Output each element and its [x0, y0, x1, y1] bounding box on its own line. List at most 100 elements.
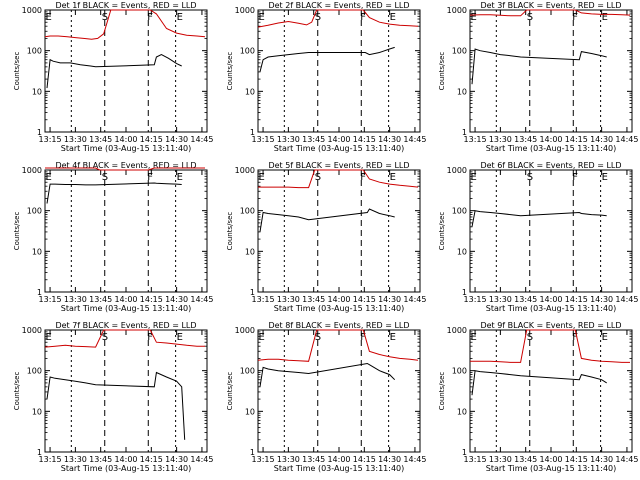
event-marker: E	[46, 172, 52, 183]
x-tick-label: 13:15	[252, 135, 275, 144]
x-tick-label: 13:30	[489, 135, 512, 144]
event-marker: E	[602, 332, 608, 343]
events-series-line	[259, 208, 395, 232]
y-tick-label: 100	[240, 367, 255, 376]
x-axis-label: Start Time (03-Aug-15 13:11:40)	[486, 304, 617, 313]
x-tick-label: 13:45	[302, 135, 325, 144]
chart-panel-6: Det 6f BLACK = Events, RED = LLD 1 10 100 10…	[438, 161, 638, 313]
chart-panel-2: Det 2f BLACK = Events, RED = LLD 1 10 100 10…	[226, 1, 426, 153]
lld-series-line	[257, 329, 419, 362]
event-marker: E	[471, 332, 477, 343]
event-marker: S	[315, 12, 321, 23]
x-tick-label: 13:15	[39, 295, 62, 304]
y-tick-label: 100	[240, 47, 255, 56]
event-marker: F	[360, 332, 366, 343]
x-tick-label: 14:00	[539, 295, 562, 304]
plot-frame	[469, 9, 633, 133]
x-tick-label: 14:00	[539, 135, 562, 144]
y-axis-label: Counts/sec	[438, 372, 446, 411]
y-tick-label: 1000	[447, 166, 467, 175]
x-tick-label: 13:30	[277, 455, 300, 464]
y-tick-label: 1000	[235, 6, 255, 15]
x-tick-label: 14:15	[353, 135, 376, 144]
chart-panel-4: Det 4f BLACK = Events, RED = LLD 1 10 100 10…	[13, 161, 213, 313]
x-axis-label: Start Time (03-Aug-15 13:11:40)	[61, 144, 192, 153]
x-tick-label: 14:00	[539, 455, 562, 464]
chart-title: Det 8f BLACK = Events, RED = LLD	[268, 321, 409, 330]
x-tick-label: 14:30	[378, 295, 401, 304]
x-tick-label: 13:15	[464, 455, 487, 464]
lld-series-line	[257, 9, 419, 28]
x-tick-label: 14:30	[378, 455, 401, 464]
y-tick-label: 1	[462, 128, 467, 137]
x-tick-label: 13:15	[252, 295, 275, 304]
y-tick-label: 1	[37, 288, 42, 297]
chart-panel-5: Det 5f BLACK = Events, RED = LLD 1 10 100 10…	[226, 161, 426, 313]
x-tick-label: 13:30	[489, 295, 512, 304]
x-tick-label: 13:30	[277, 295, 300, 304]
chart-title: Det 1f BLACK = Events, RED = LLD	[55, 1, 196, 10]
event-marker: E	[471, 172, 477, 183]
x-tick-label: 14:45	[190, 455, 213, 464]
plot-frame	[257, 9, 421, 133]
x-tick-label: 13:45	[302, 295, 325, 304]
plot-frame	[257, 329, 421, 453]
x-axis-label: Start Time (03-Aug-15 13:11:40)	[486, 464, 617, 473]
y-tick-label: 1000	[22, 326, 42, 335]
events-series-line	[259, 46, 395, 73]
x-tick-label: 14:00	[327, 135, 350, 144]
y-tick-label: 1	[250, 288, 255, 297]
y-tick-label: 1	[462, 288, 467, 297]
event-marker: F	[360, 172, 366, 183]
y-axis-label: Counts/sec	[438, 212, 446, 251]
chart-title: Det 4f BLACK = Events, RED = LLD	[55, 161, 196, 170]
event-marker: E	[177, 332, 183, 343]
y-tick-label: 100	[27, 367, 42, 376]
event-marker: S	[527, 332, 533, 343]
y-tick-label: 1000	[22, 6, 42, 15]
x-tick-label: 14:45	[403, 455, 426, 464]
x-tick-label: 14:45	[190, 135, 213, 144]
chart-title: Det 2f BLACK = Events, RED = LLD	[268, 1, 409, 10]
lld-series-line	[258, 169, 419, 189]
events-series-line	[46, 371, 186, 440]
y-axis-label: Counts/sec	[226, 372, 234, 411]
x-tick-label: 13:15	[464, 135, 487, 144]
y-axis-label: Counts/sec	[226, 212, 234, 251]
x-tick-label: 13:45	[89, 135, 112, 144]
y-tick-label: 1000	[235, 166, 255, 175]
event-marker: F	[572, 172, 578, 183]
x-axis-label: Start Time (03-Aug-15 13:11:40)	[61, 304, 192, 313]
events-series-line	[259, 362, 396, 387]
y-tick-label: 1	[37, 448, 42, 457]
lld-series-line	[44, 329, 205, 348]
event-marker: S	[102, 172, 108, 183]
event-marker: S	[527, 172, 533, 183]
x-tick-label: 14:00	[327, 295, 350, 304]
event-marker: E	[471, 12, 477, 23]
events-series-line	[471, 48, 607, 85]
y-tick-label: 10	[457, 247, 467, 256]
event-marker: F	[147, 12, 153, 23]
event-marker: F	[572, 12, 578, 23]
x-tick-label: 14:15	[353, 295, 376, 304]
y-tick-label: 100	[27, 47, 42, 56]
x-tick-label: 14:00	[114, 455, 137, 464]
x-tick-label: 13:30	[64, 135, 87, 144]
x-tick-label: 14:45	[615, 295, 638, 304]
event-marker: F	[147, 332, 153, 343]
y-tick-label: 10	[32, 247, 42, 256]
event-marker: S	[527, 12, 533, 23]
chart-panel-9: Det 9f BLACK = Events, RED = LLD 1 10 100 10…	[438, 321, 638, 473]
event-marker: S	[315, 332, 321, 343]
y-axis-label: Counts/sec	[13, 52, 21, 91]
event-marker: S	[315, 172, 321, 183]
event-marker: E	[259, 172, 265, 183]
chart-panel-7: Det 7f BLACK = Events, RED = LLD 1 10 100 10…	[13, 321, 213, 473]
x-tick-label: 14:15	[353, 455, 376, 464]
event-marker: E	[177, 12, 183, 23]
y-tick-label: 1	[462, 448, 467, 457]
x-tick-label: 14:15	[140, 135, 163, 144]
events-series-line	[471, 210, 607, 227]
